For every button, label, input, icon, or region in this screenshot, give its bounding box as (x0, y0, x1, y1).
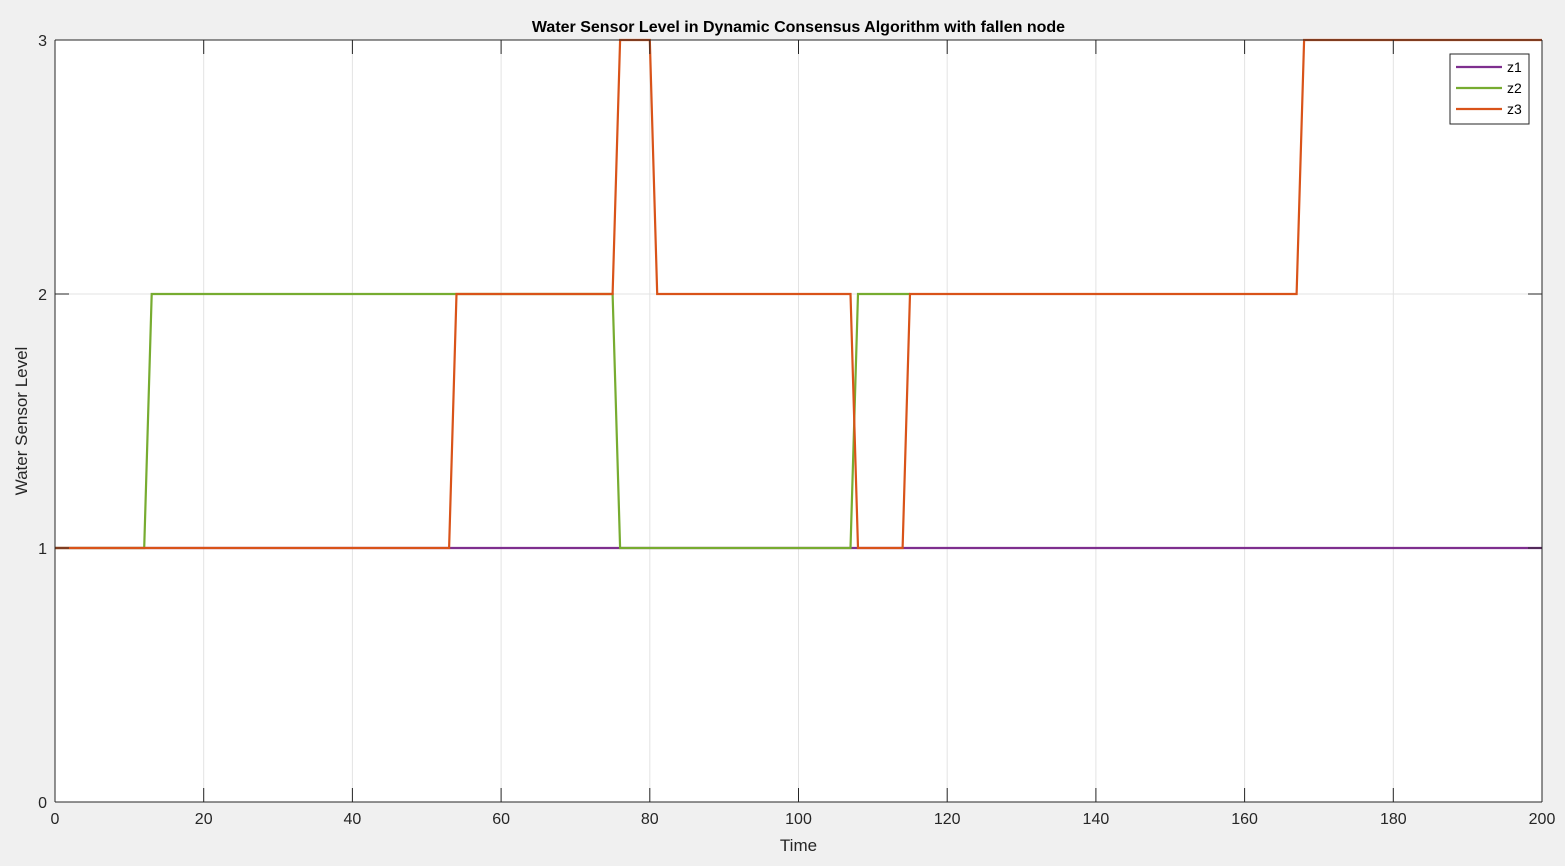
legend[interactable]: z1 z2 z3 (1449, 53, 1530, 125)
y-axis-label: Water Sensor Level (12, 347, 31, 496)
legend-label-z1: z1 (1507, 59, 1522, 75)
x-tick-label: 140 (1083, 811, 1110, 828)
x-tick-label: 120 (934, 811, 961, 828)
series-line-z3 (55, 38, 1542, 550)
y-tick-label: 0 (38, 795, 47, 812)
x-tick-label: 80 (641, 811, 659, 828)
x-tick-label: 160 (1231, 811, 1258, 828)
x-tick-label: 20 (195, 811, 213, 828)
chart-title: Water Sensor Level in Dynamic Consensus … (532, 19, 1065, 36)
x-tick-label: 200 (1529, 811, 1556, 828)
y-tick-label: 1 (38, 541, 47, 558)
series-line-z2 (55, 292, 910, 550)
series-lines (55, 38, 1542, 550)
x-tick-label: 40 (344, 811, 362, 828)
x-tick-label: 0 (51, 811, 60, 828)
x-tick-label: 60 (492, 811, 510, 828)
legend-label-z3: z3 (1507, 101, 1522, 117)
x-tick-label: 100 (785, 811, 812, 828)
tick-labels: 0 20 40 60 80 100 120 140 160 180 200 0 1 2 3 (38, 33, 1555, 828)
y-tick-label: 2 (38, 287, 47, 304)
y-tick-label: 3 (38, 33, 47, 50)
x-tick-label: 180 (1380, 811, 1407, 828)
axes (54, 39, 1543, 803)
legend-label-z2: z2 (1507, 80, 1522, 96)
x-axis-label: Time (780, 836, 817, 855)
